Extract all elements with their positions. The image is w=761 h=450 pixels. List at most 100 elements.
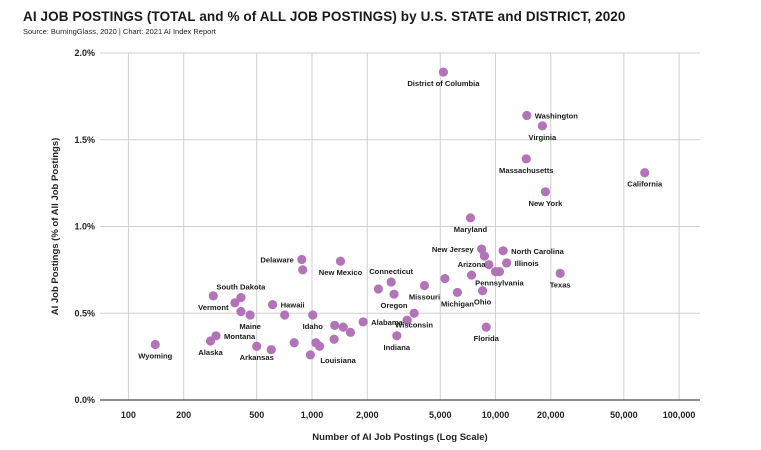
point-label-new-mexico: New Mexico [319, 268, 363, 277]
point-label-ohio: Ohio [474, 298, 492, 307]
point-unlabeled [373, 284, 383, 294]
y-tick-label: 1.0% [74, 222, 95, 232]
point-michigan [452, 287, 463, 298]
tick-layer: 100 200 500 1,000 2,000 5,000 10,000 20,000 50,0… [74, 48, 695, 420]
point-label-missouri: Missouri [409, 292, 440, 301]
point-label-alabama: Alabama [371, 318, 403, 327]
point-label-california: California [627, 180, 663, 189]
point-connecticut [386, 277, 396, 287]
point-california [640, 168, 650, 178]
point-washington [522, 110, 532, 121]
point-virginia [537, 121, 547, 131]
y-tick-label: 2.0% [74, 48, 95, 58]
point-label-montana: Montana [224, 332, 256, 341]
point-label-arizona: Arizona [458, 260, 487, 269]
label-layer: District of Columbia Washington Virginia Ma… [138, 79, 663, 365]
point-new-jersey [477, 244, 487, 254]
point-pennsylvania [494, 267, 505, 277]
point-unlabeled [345, 327, 356, 337]
point-louisiana [305, 350, 315, 360]
point-delaware [297, 254, 307, 265]
point-label-north-carolina: North Carolina [511, 247, 565, 256]
x-tick-label: 50,000 [610, 410, 638, 420]
point-massachusetts [521, 154, 531, 164]
point-label-alaska: Alaska [198, 348, 223, 357]
x-tick-label: 2,000 [356, 410, 379, 420]
point-texas [555, 268, 565, 278]
point-label-new-jersey: New Jersey [432, 245, 475, 254]
point-label-oregon: Oregon [381, 301, 408, 310]
point-north-carolina [498, 246, 508, 256]
point-unlabeled [330, 320, 340, 330]
point-label-virginia: Virginia [529, 133, 557, 142]
point-unlabeled [484, 260, 494, 270]
point-unlabeled [338, 322, 348, 332]
x-axis-title: Number of AI Job Postings (Log Scale) [312, 432, 487, 443]
point-label-wisconsin: Wisconsin [395, 320, 433, 329]
x-tick-label: 5,000 [429, 410, 452, 420]
point-vermont [208, 291, 218, 301]
point-label-south-dakota: South Dakota [216, 283, 266, 292]
chart-source: Source: BurningGlass, 2020 | Chart: 2021… [23, 27, 216, 36]
point-label-arkansas: Arkansas [240, 353, 274, 362]
x-tick-label: 20,000 [537, 410, 565, 420]
x-tick-label: 100 [121, 410, 136, 420]
point-maryland [465, 213, 476, 223]
point-label-maryland: Maryland [454, 225, 488, 234]
point-unlabeled [329, 334, 339, 344]
point-label-wyoming: Wyoming [138, 351, 172, 360]
point-idaho [308, 310, 318, 320]
point-oregon [389, 289, 399, 299]
point-label-florida: Florida [474, 334, 500, 343]
point-new-mexico [335, 256, 346, 266]
point-new-york [540, 187, 551, 197]
axis-layer: Number of AI Job Postings (Log Scale) AI… [50, 138, 700, 443]
point-label-new-york: New York [528, 199, 563, 208]
y-tick-label: 0.0% [74, 395, 95, 405]
point-ohio [477, 286, 488, 296]
point-unlabeled [479, 251, 490, 261]
chart-title: AI JOB POSTINGS (TOTAL and % of ALL JOB … [23, 9, 626, 24]
x-tick-label: 1,000 [301, 410, 324, 420]
x-tick-label: 10,000 [482, 410, 510, 420]
point-label-pennsylvania: Pennsylvania [475, 279, 524, 288]
point-label-louisiana: Louisiana [320, 356, 356, 365]
x-tick-label: 100,000 [663, 410, 696, 420]
point-unlabeled [266, 345, 276, 355]
point-label-delaware: Delaware [260, 255, 293, 264]
point-unlabeled [230, 298, 240, 308]
point-wyoming [150, 339, 160, 350]
point-label-maine: Maine [239, 322, 261, 331]
point-alaska [205, 336, 216, 346]
point-unlabeled [314, 341, 325, 351]
point-alabama [358, 317, 368, 327]
point-unlabeled [402, 315, 412, 325]
point-label-vermont: Vermont [198, 303, 229, 312]
point-label-washington: Washington [535, 111, 579, 120]
point-unlabeled [440, 273, 450, 284]
point-label-connecticut: Connecticut [369, 267, 413, 276]
x-tick-label: 200 [176, 410, 191, 420]
point-wisconsin [409, 308, 419, 318]
point-label-indiana: Indiana [384, 343, 411, 352]
y-axis-title: AI Job Postings (% of All Job Postings) [50, 138, 61, 316]
point-south-dakota [236, 293, 246, 303]
point-label-hawaii: Hawaii [281, 301, 305, 310]
point-illinois [502, 258, 512, 268]
point-arizona [466, 270, 477, 280]
point-label-district-of-columbia: District of Columbia [407, 79, 480, 88]
point-label-illinois: Illinois [515, 259, 539, 268]
point-maine [245, 310, 255, 320]
point-label-massachusetts: Massachusetts [499, 166, 553, 175]
x-tick-label: 500 [249, 410, 264, 420]
point-unlabeled [289, 338, 299, 348]
point-unlabeled [280, 310, 290, 320]
y-tick-label: 0.5% [74, 308, 95, 318]
point-label-michigan: Michigan [441, 299, 474, 308]
point-unlabeled [298, 265, 308, 275]
point-label-texas: Texas [550, 280, 571, 289]
point-arkansas [252, 341, 262, 351]
grid-layer [100, 52, 700, 400]
point-label-idaho: Idaho [303, 322, 324, 331]
